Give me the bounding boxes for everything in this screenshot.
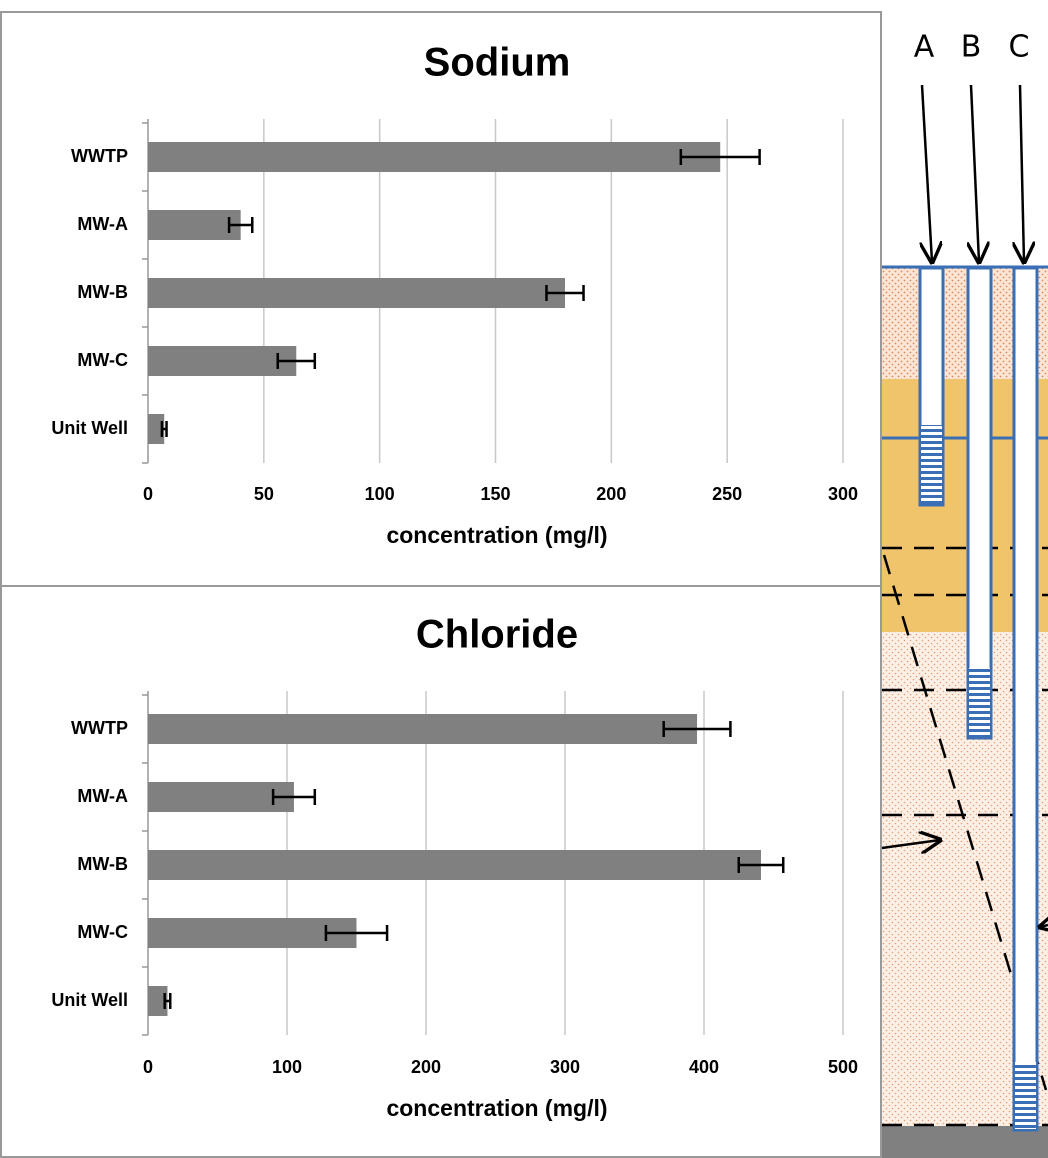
- x-tick-label: 100: [365, 484, 395, 504]
- x-tick-label: 0: [143, 484, 153, 504]
- bar: [148, 918, 357, 948]
- screen-b: [969, 668, 990, 737]
- error-bar: [324, 925, 389, 941]
- error-bar: [276, 353, 317, 369]
- y-tick-label: MW-B: [77, 854, 128, 874]
- error-bar: [160, 421, 168, 437]
- bar: [148, 782, 294, 812]
- well-label: A: [914, 30, 935, 65]
- x-tick-label: 400: [689, 1057, 719, 1077]
- y-tick-label: WWTP: [71, 718, 128, 738]
- error-bar: [227, 217, 254, 233]
- x-tick-label: 250: [712, 484, 742, 504]
- y-tick-label: MW-A: [77, 786, 128, 806]
- y-tick-label: MW-C: [77, 350, 128, 370]
- bar: [148, 714, 698, 744]
- x-tick-label: 150: [480, 484, 510, 504]
- well-diagram: A B C: [881, 30, 1048, 1158]
- x-tick-label: 100: [272, 1057, 302, 1077]
- bar: [148, 142, 721, 172]
- bar: [148, 850, 761, 880]
- x-axis-label: concentration (mg/l): [386, 522, 607, 548]
- bar: [148, 346, 297, 376]
- well-c: [1012, 266, 1039, 1132]
- bar: [148, 278, 565, 308]
- x-axis-label: concentration (mg/l): [386, 1095, 607, 1121]
- x-tick-label: 0: [143, 1057, 153, 1077]
- x-tick-label: 200: [411, 1057, 441, 1077]
- y-tick-label: MW-C: [77, 922, 128, 942]
- error-bar: [662, 721, 732, 737]
- well-b: [966, 266, 993, 740]
- error-bar: [737, 857, 785, 873]
- bar: [148, 986, 168, 1016]
- chart-title: Sodium: [424, 41, 571, 85]
- x-tick-label: 500: [828, 1057, 858, 1077]
- well-label: C: [1009, 30, 1030, 65]
- error-bar: [679, 149, 761, 165]
- arrows: [881, 84, 1048, 927]
- x-tick-label: 200: [596, 484, 626, 504]
- y-tick-label: MW-B: [77, 282, 128, 302]
- y-tick-label: Unit Well: [51, 418, 128, 438]
- x-tick-label: 50: [254, 484, 274, 504]
- screen-c: [1015, 1062, 1036, 1129]
- screen-a: [921, 425, 942, 504]
- well-label: B: [961, 30, 982, 65]
- y-tick-label: Unit Well: [51, 990, 128, 1010]
- bar: [148, 210, 241, 240]
- error-bar: [545, 285, 585, 301]
- error-bar: [163, 993, 172, 1009]
- x-tick-label: 300: [550, 1057, 580, 1077]
- y-tick-label: WWTP: [71, 146, 128, 166]
- y-tick-label: MW-A: [77, 214, 128, 234]
- bar: [148, 414, 165, 444]
- panel-frame: [0, 11, 882, 1158]
- x-tick-label: 300: [828, 484, 858, 504]
- error-bar: [271, 789, 317, 805]
- chart-title: Chloride: [416, 613, 578, 657]
